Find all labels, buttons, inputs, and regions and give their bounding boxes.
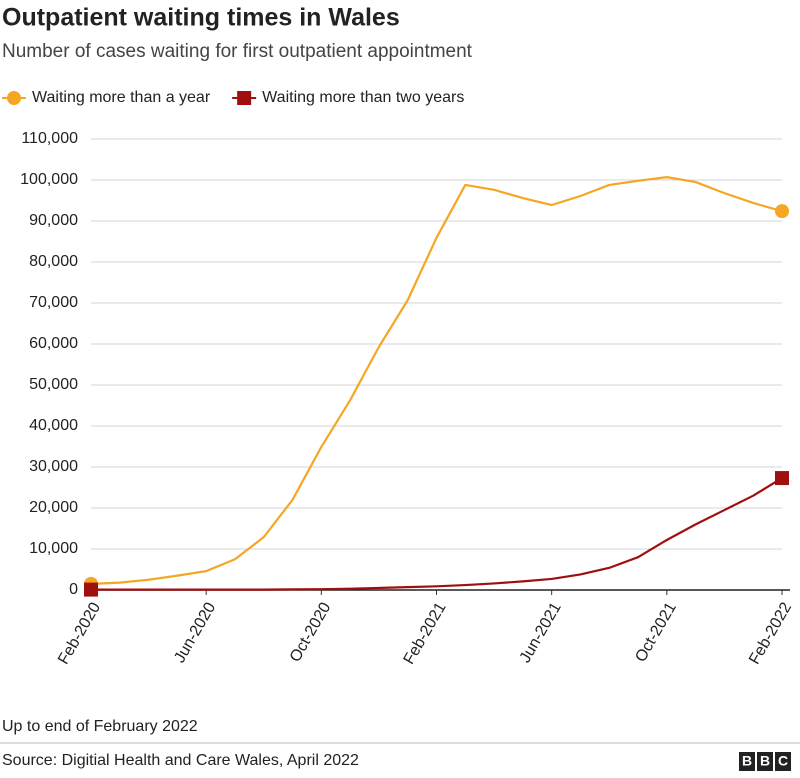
series-line	[90, 176, 783, 585]
y-tick-label: 20,000	[29, 499, 78, 516]
y-tick-label: 40,000	[29, 417, 78, 434]
logo	[739, 752, 791, 771]
legend-label: Waiting more than a year	[32, 89, 211, 106]
y-tick-label: 60,000	[29, 335, 78, 352]
y-tick-label: 110,000	[21, 130, 78, 147]
y-tick-label: 30,000	[29, 458, 78, 475]
legend-label: Waiting more than two years	[262, 89, 464, 106]
note: Up to end of February 2022	[2, 718, 198, 735]
x-tick-label: Oct-2021	[632, 600, 680, 666]
x-tick-label: Oct-2020	[287, 600, 335, 666]
logo-letter: C	[778, 753, 788, 769]
x-tick-label: Feb-2022	[746, 600, 795, 668]
y-tick-label: 80,000	[29, 253, 78, 270]
x-tick-label: Jun-2020	[171, 600, 219, 666]
x-tick-label: Feb-2020	[55, 600, 104, 668]
end-marker	[775, 204, 789, 219]
chart-subtitle: Number of cases waiting for first outpat…	[2, 41, 473, 62]
x-tick-label: Feb-2021	[401, 600, 450, 668]
y-tick-label: 0	[69, 581, 78, 598]
legend-marker	[7, 91, 21, 105]
y-tick-label: 70,000	[29, 294, 78, 311]
series-line	[91, 477, 783, 591]
y-tick-label: 10,000	[29, 540, 78, 557]
x-tick-label: Jun-2021	[517, 600, 565, 666]
logo-letter: B	[742, 753, 752, 769]
chart-title: Outpatient waiting times in Wales	[2, 4, 400, 32]
y-tick-label: 90,000	[29, 212, 78, 229]
legend-marker	[237, 91, 252, 105]
end-marker	[775, 471, 789, 486]
logo-letter: B	[760, 753, 770, 769]
y-tick-label: 50,000	[29, 376, 78, 393]
y-tick-label: 100,000	[20, 171, 78, 188]
source: Source: Digitial Health and Care Wales, …	[2, 752, 359, 769]
end-marker	[84, 582, 98, 597]
